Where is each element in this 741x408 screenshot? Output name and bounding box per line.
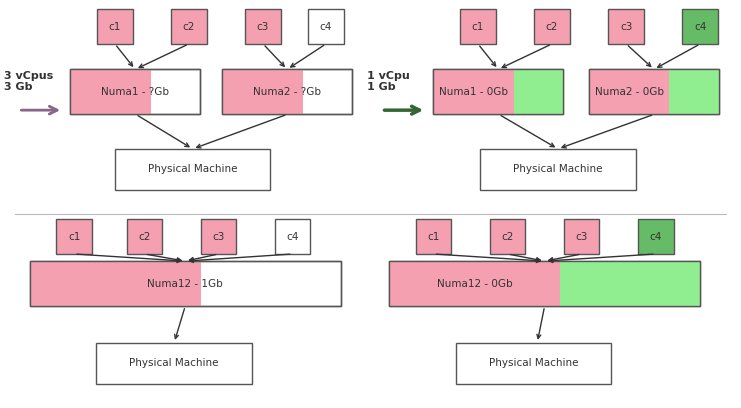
- Text: Numa1 - 0Gb: Numa1 - 0Gb: [439, 87, 508, 97]
- FancyBboxPatch shape: [30, 261, 201, 306]
- Text: c1: c1: [68, 232, 80, 242]
- Text: c4: c4: [650, 232, 662, 242]
- Text: Numa12 - 0Gb: Numa12 - 0Gb: [436, 279, 513, 288]
- Text: Physical Machine: Physical Machine: [148, 164, 237, 174]
- FancyBboxPatch shape: [433, 69, 514, 114]
- Text: c3: c3: [257, 22, 269, 31]
- Text: Physical Machine: Physical Machine: [489, 358, 578, 368]
- Text: c3: c3: [620, 22, 632, 31]
- FancyBboxPatch shape: [30, 261, 341, 306]
- Text: Numa2 - ?Gb: Numa2 - ?Gb: [253, 87, 321, 97]
- Text: Numa12 - 1Gb: Numa12 - 1Gb: [147, 279, 223, 288]
- Text: 1 vCpu
1 Gb: 1 vCpu 1 Gb: [367, 71, 410, 92]
- FancyBboxPatch shape: [245, 9, 281, 44]
- FancyBboxPatch shape: [201, 220, 236, 254]
- FancyBboxPatch shape: [433, 69, 563, 114]
- FancyBboxPatch shape: [97, 9, 133, 44]
- FancyBboxPatch shape: [589, 69, 719, 114]
- FancyBboxPatch shape: [222, 69, 352, 114]
- FancyBboxPatch shape: [56, 220, 92, 254]
- Text: c2: c2: [139, 232, 150, 242]
- Text: c2: c2: [183, 22, 195, 31]
- FancyBboxPatch shape: [115, 149, 270, 190]
- Text: c1: c1: [109, 22, 121, 31]
- FancyBboxPatch shape: [96, 343, 252, 384]
- Text: c2: c2: [502, 232, 514, 242]
- FancyBboxPatch shape: [222, 69, 302, 114]
- FancyBboxPatch shape: [560, 261, 700, 306]
- Text: c1: c1: [472, 22, 484, 31]
- FancyBboxPatch shape: [460, 9, 496, 44]
- FancyBboxPatch shape: [127, 220, 162, 254]
- FancyBboxPatch shape: [638, 220, 674, 254]
- Text: 3 vCpus
3 Gb: 3 vCpus 3 Gb: [4, 71, 53, 92]
- Text: c4: c4: [287, 232, 299, 242]
- FancyBboxPatch shape: [514, 69, 563, 114]
- FancyBboxPatch shape: [608, 9, 644, 44]
- Text: c4: c4: [320, 22, 332, 31]
- FancyBboxPatch shape: [70, 69, 151, 114]
- FancyBboxPatch shape: [534, 9, 570, 44]
- Text: Numa2 - 0Gb: Numa2 - 0Gb: [595, 87, 664, 97]
- FancyBboxPatch shape: [456, 343, 611, 384]
- FancyBboxPatch shape: [682, 9, 718, 44]
- FancyBboxPatch shape: [589, 69, 670, 114]
- FancyBboxPatch shape: [171, 9, 207, 44]
- Text: Physical Machine: Physical Machine: [514, 164, 602, 174]
- FancyBboxPatch shape: [416, 220, 451, 254]
- FancyBboxPatch shape: [564, 220, 599, 254]
- Text: c4: c4: [694, 22, 706, 31]
- FancyBboxPatch shape: [308, 9, 344, 44]
- Text: Physical Machine: Physical Machine: [130, 358, 219, 368]
- FancyBboxPatch shape: [70, 69, 200, 114]
- Text: c2: c2: [546, 22, 558, 31]
- FancyBboxPatch shape: [389, 261, 700, 306]
- Text: c3: c3: [213, 232, 225, 242]
- Text: c3: c3: [576, 232, 588, 242]
- FancyBboxPatch shape: [490, 220, 525, 254]
- Text: Numa1 - ?Gb: Numa1 - ?Gb: [102, 87, 169, 97]
- Text: c1: c1: [428, 232, 439, 242]
- FancyBboxPatch shape: [275, 220, 310, 254]
- FancyBboxPatch shape: [480, 149, 636, 190]
- FancyBboxPatch shape: [670, 69, 719, 114]
- FancyBboxPatch shape: [389, 261, 560, 306]
